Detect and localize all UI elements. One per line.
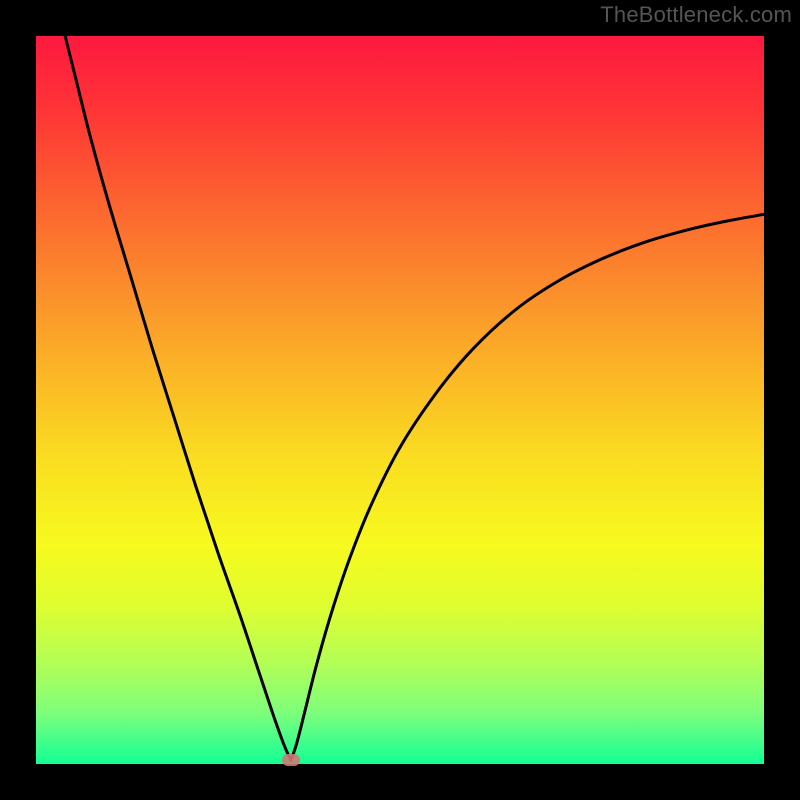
bottleneck-chart — [0, 0, 800, 800]
watermark-text: TheBottleneck.com — [600, 2, 792, 28]
vertex-marker — [282, 754, 300, 766]
plot-background — [36, 36, 764, 764]
stage: TheBottleneck.com — [0, 0, 800, 800]
